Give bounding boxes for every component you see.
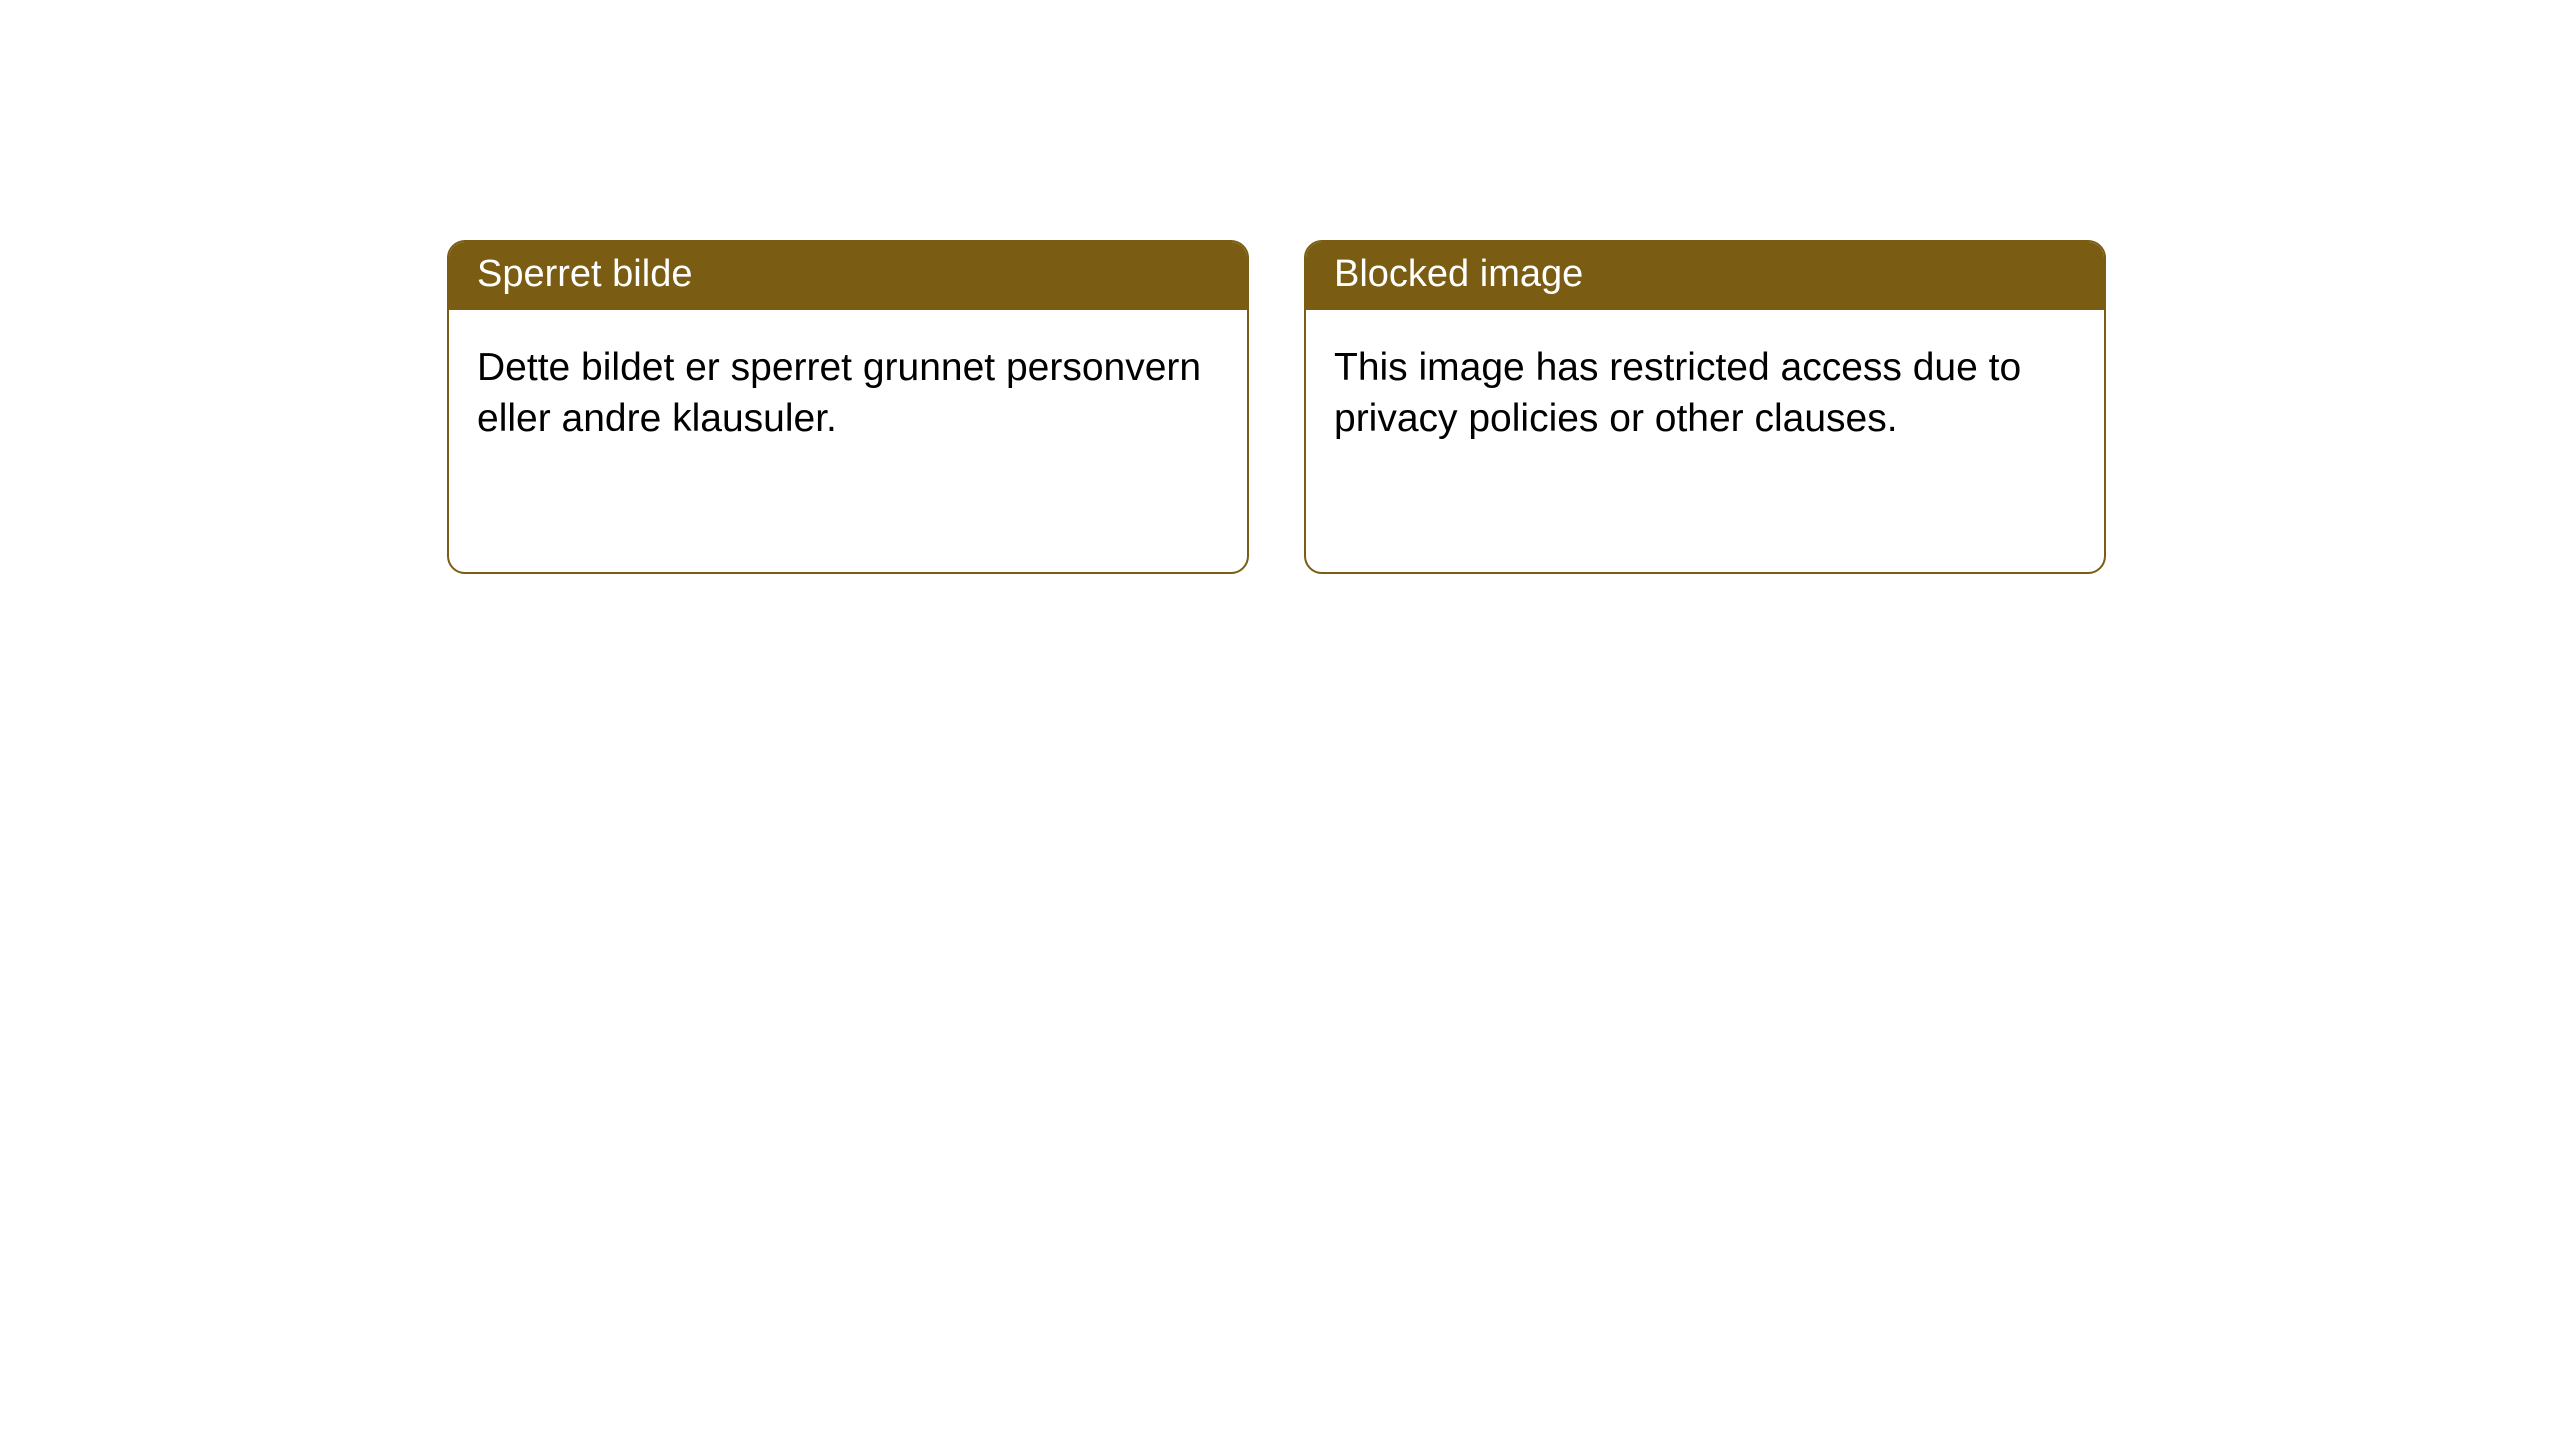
blocked-image-card-en: Blocked image This image has restricted … xyxy=(1304,240,2106,574)
card-body: This image has restricted access due to … xyxy=(1306,310,2104,473)
card-message: This image has restricted access due to … xyxy=(1334,346,2021,440)
card-message: Dette bildet er sperret grunnet personve… xyxy=(477,346,1201,440)
notice-container: Sperret bilde Dette bildet er sperret gr… xyxy=(447,240,2106,574)
card-body: Dette bildet er sperret grunnet personve… xyxy=(449,310,1247,473)
card-title: Sperret bilde xyxy=(477,253,692,295)
card-header: Blocked image xyxy=(1306,242,2104,310)
card-header: Sperret bilde xyxy=(449,242,1247,310)
card-title: Blocked image xyxy=(1334,253,1583,295)
blocked-image-card-no: Sperret bilde Dette bildet er sperret gr… xyxy=(447,240,1249,574)
